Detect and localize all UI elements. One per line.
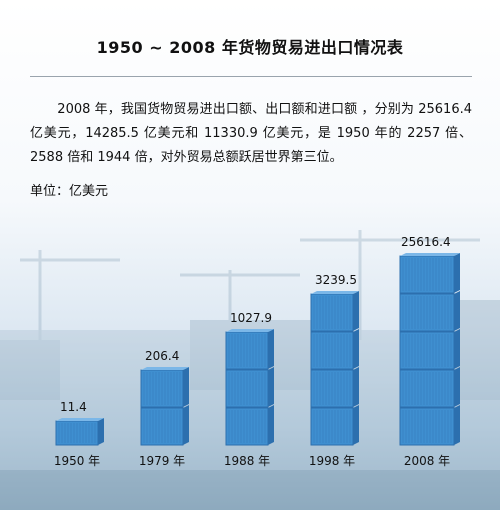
page-title: 1950 ~ 2008 年货物贸易进出口情况表 (96, 38, 404, 57)
container-block (55, 418, 104, 446)
data-label-4: 3239.5 (315, 273, 357, 287)
container-block (399, 291, 460, 332)
container-block (310, 405, 359, 446)
container-block (140, 367, 189, 408)
container-block (399, 405, 460, 446)
container-block (225, 367, 274, 408)
container-block (399, 253, 460, 294)
x-tick-label-1: 1950 年 (54, 454, 100, 468)
container-block (310, 291, 359, 332)
container-block (310, 329, 359, 370)
container-block (140, 405, 189, 446)
container-block (225, 405, 274, 446)
x-tick-label-2: 1979 年 (139, 454, 185, 468)
bar-top (141, 367, 189, 370)
container-block (399, 367, 460, 408)
container-block (399, 329, 460, 370)
bar-top (226, 329, 274, 332)
data-label-2: 206.4 (145, 349, 179, 363)
bar-5 (399, 253, 460, 446)
container-block (310, 367, 359, 408)
container-block (225, 329, 274, 370)
data-label-5: 25616.4 (401, 235, 451, 249)
bar-4 (310, 291, 359, 446)
bar-1 (55, 418, 104, 446)
title-divider (30, 76, 472, 77)
bar-2 (140, 367, 189, 446)
bar-top (400, 253, 460, 256)
unit-label: 单位：亿美元 (30, 184, 109, 199)
bar-3 (225, 329, 274, 446)
summary-paragraph: 2008 年，我国货物贸易进出口额、出口额和进口额 ，分别为 25616.4 亿… (30, 102, 472, 165)
data-label-3: 1027.9 (230, 311, 272, 325)
data-label-1: 11.4 (60, 400, 87, 414)
bar-top (56, 418, 104, 421)
x-tick-label-5: 2008 年 (404, 454, 450, 468)
x-tick-label-3: 1988 年 (224, 454, 270, 468)
bar-top (311, 291, 359, 294)
x-tick-label-4: 1998 年 (309, 454, 355, 468)
